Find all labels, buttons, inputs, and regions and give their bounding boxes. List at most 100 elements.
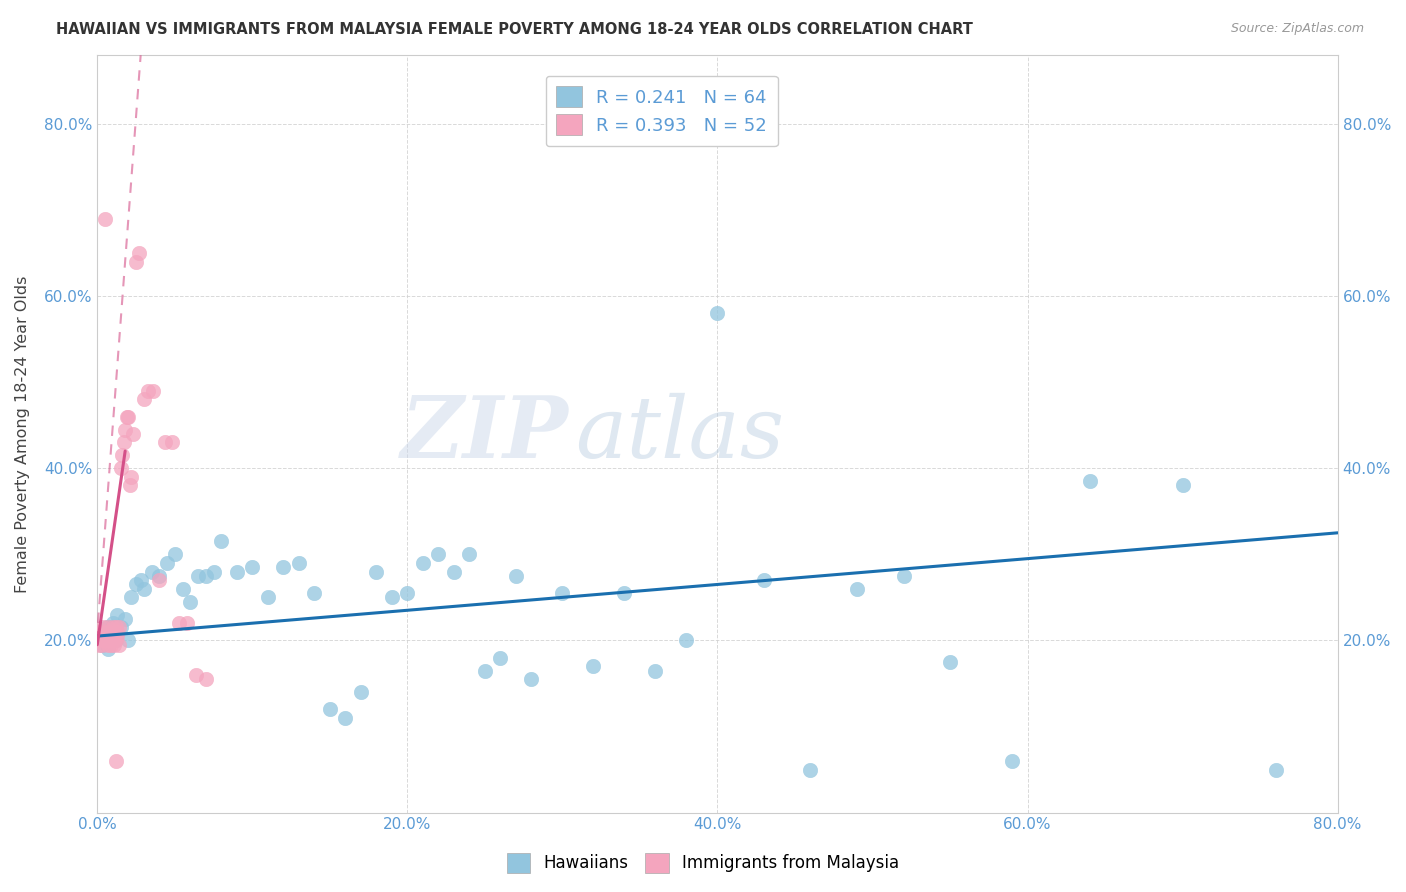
Point [93,629,115,643]
Point [93,633,115,648]
Point [104,754,127,768]
Point [108,638,131,652]
Point [209,534,232,549]
Point [98,620,121,634]
Point [98,633,121,648]
Point [675,633,697,648]
Point [148,573,170,587]
Point [1001,754,1024,768]
Text: HAWAIIAN VS IMMIGRANTS FROM MALAYSIA FEMALE POVERTY AMONG 18-24 YEAR OLDS CORREL: HAWAIIAN VS IMMIGRANTS FROM MALAYSIA FEM… [56,22,973,37]
Point [120,470,142,484]
Point [427,547,450,561]
Point [90,624,112,639]
Point [104,620,127,634]
Point [112,435,135,450]
Point [94,633,117,648]
Point [319,702,342,716]
Point [505,569,527,583]
Point [225,565,247,579]
Point [100,629,122,643]
Point [142,384,165,398]
Point [87,638,110,652]
Point [110,620,132,634]
Point [138,384,160,398]
Point [752,573,775,587]
Point [939,655,962,669]
Point [100,629,122,643]
Point [104,633,127,648]
Point [97,638,120,652]
Point [115,409,138,424]
Point [148,569,170,583]
Point [706,306,728,320]
Point [118,478,141,492]
Point [551,586,574,600]
Point [412,556,434,570]
Text: atlas: atlas [575,392,785,475]
Point [163,547,186,561]
Point [893,569,915,583]
Point [141,565,163,579]
Point [644,664,666,678]
Point [125,577,148,591]
Point [111,448,134,462]
Point [304,586,326,600]
Point [86,633,108,648]
Point [155,435,177,450]
Point [186,668,208,682]
Point [122,426,145,441]
Point [107,629,129,643]
Point [187,569,209,583]
Point [256,591,278,605]
Point [90,638,112,652]
Point [381,591,404,605]
Point [114,612,136,626]
Point [101,620,124,634]
Point [94,633,117,648]
Point [89,629,111,643]
Point [132,582,155,596]
Point [396,586,419,600]
Point [288,556,311,570]
Point [89,633,111,648]
Point [240,560,263,574]
Point [582,659,605,673]
Point [613,586,636,600]
Point [96,633,118,648]
Point [94,211,117,226]
Point [117,409,139,424]
Point [107,607,129,622]
Point [125,254,148,268]
Point [103,638,125,652]
Point [132,392,155,407]
Point [117,633,139,648]
Point [94,624,117,639]
Point [194,569,217,583]
Point [350,685,373,699]
Point [194,672,217,686]
Point [489,650,512,665]
Y-axis label: Female Poverty Among 18-24 Year Olds: Female Poverty Among 18-24 Year Olds [15,275,30,592]
Point [96,620,118,634]
Point [160,435,183,450]
Point [120,591,142,605]
Point [458,547,481,561]
Point [179,595,201,609]
Legend: R = 0.241   N = 64, R = 0.393   N = 52: R = 0.241 N = 64, R = 0.393 N = 52 [546,76,778,146]
Text: Source: ZipAtlas.com: Source: ZipAtlas.com [1230,22,1364,36]
Point [128,246,150,260]
Legend: Hawaiians, Immigrants from Malaysia: Hawaiians, Immigrants from Malaysia [501,847,905,880]
Point [176,616,198,631]
Point [103,624,125,639]
Point [96,629,118,643]
Point [97,642,120,657]
Point [90,638,112,652]
Point [443,565,465,579]
Point [1264,763,1286,777]
Point [98,624,121,639]
Point [846,582,869,596]
Point [97,620,120,634]
Point [520,672,543,686]
Point [129,573,152,587]
Point [156,556,179,570]
